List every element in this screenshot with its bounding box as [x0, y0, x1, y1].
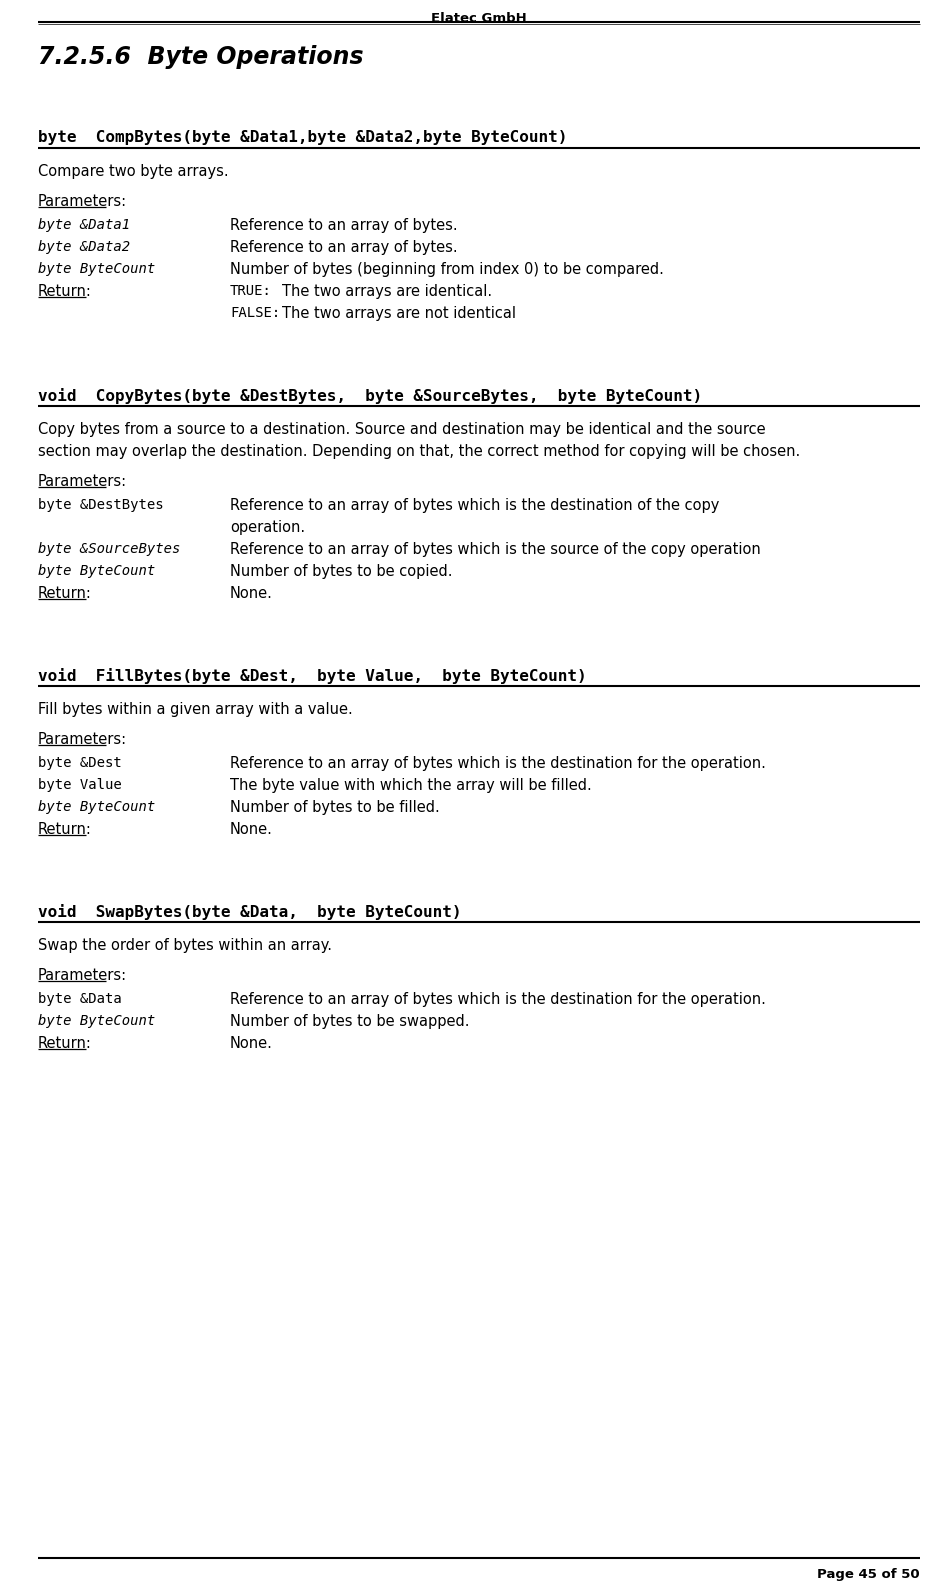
Text: byte &Dest: byte &Dest: [38, 756, 122, 771]
Text: void  CopyBytes(byte &DestBytes,  byte &SourceBytes,  byte ByteCount): void CopyBytes(byte &DestBytes, byte &So…: [38, 388, 702, 404]
Text: byte &Data1: byte &Data1: [38, 218, 130, 232]
Text: Reference to an array of bytes.: Reference to an array of bytes.: [230, 240, 457, 254]
Text: Parameters:: Parameters:: [38, 968, 127, 984]
Text: byte ByteCount: byte ByteCount: [38, 799, 155, 814]
Text: Fill bytes within a given array with a value.: Fill bytes within a given array with a v…: [38, 702, 353, 717]
Text: The two arrays are not identical: The two arrays are not identical: [282, 307, 516, 321]
Text: section may overlap the destination. Depending on that, the correct method for c: section may overlap the destination. Dep…: [38, 443, 800, 459]
Text: Page 45 of 50: Page 45 of 50: [817, 1568, 920, 1581]
Text: Copy bytes from a source to a destination. Source and destination may be identic: Copy bytes from a source to a destinatio…: [38, 423, 766, 437]
Text: Compare two byte arrays.: Compare two byte arrays.: [38, 164, 228, 180]
Text: Return:: Return:: [38, 822, 92, 837]
Text: void  FillBytes(byte &Dest,  byte Value,  byte ByteCount): void FillBytes(byte &Dest, byte Value, b…: [38, 667, 587, 683]
Text: Reference to an array of bytes which is the destination for the operation.: Reference to an array of bytes which is …: [230, 992, 766, 1007]
Text: The byte value with which the array will be filled.: The byte value with which the array will…: [230, 779, 592, 793]
Text: void  SwapBytes(byte &Data,  byte ByteCount): void SwapBytes(byte &Data, byte ByteCoun…: [38, 904, 461, 920]
Text: Swap the order of bytes within an array.: Swap the order of bytes within an array.: [38, 938, 332, 953]
Text: Number of bytes (beginning from index 0) to be compared.: Number of bytes (beginning from index 0)…: [230, 262, 664, 276]
Text: byte &SourceBytes: byte &SourceBytes: [38, 542, 181, 556]
Text: The two arrays are identical.: The two arrays are identical.: [282, 284, 492, 299]
Text: Return:: Return:: [38, 586, 92, 601]
Text: byte ByteCount: byte ByteCount: [38, 564, 155, 578]
Text: byte Value: byte Value: [38, 779, 122, 791]
Text: byte ByteCount: byte ByteCount: [38, 262, 155, 276]
Text: Return:: Return:: [38, 1036, 92, 1050]
Text: Parameters:: Parameters:: [38, 194, 127, 210]
Text: None.: None.: [230, 1036, 273, 1050]
Text: Reference to an array of bytes which is the source of the copy operation: Reference to an array of bytes which is …: [230, 542, 761, 558]
Text: Reference to an array of bytes.: Reference to an array of bytes.: [230, 218, 457, 234]
Text: byte &Data2: byte &Data2: [38, 240, 130, 254]
Text: Elatec GmbH: Elatec GmbH: [431, 13, 527, 25]
Text: operation.: operation.: [230, 520, 305, 535]
Text: Parameters:: Parameters:: [38, 733, 127, 747]
Text: Return:: Return:: [38, 284, 92, 299]
Text: Number of bytes to be swapped.: Number of bytes to be swapped.: [230, 1014, 470, 1030]
Text: byte &Data: byte &Data: [38, 992, 122, 1006]
Text: byte ByteCount: byte ByteCount: [38, 1014, 155, 1028]
Text: None.: None.: [230, 586, 273, 601]
Text: byte &DestBytes: byte &DestBytes: [38, 497, 164, 512]
Text: Number of bytes to be filled.: Number of bytes to be filled.: [230, 799, 439, 815]
Text: None.: None.: [230, 822, 273, 837]
Text: Reference to an array of bytes which is the destination of the copy: Reference to an array of bytes which is …: [230, 497, 719, 513]
Text: Parameters:: Parameters:: [38, 474, 127, 489]
Text: 7.2.5.6  Byte Operations: 7.2.5.6 Byte Operations: [38, 44, 363, 68]
Text: FALSE:: FALSE:: [230, 307, 281, 319]
Text: TRUE:: TRUE:: [230, 284, 272, 299]
Text: Number of bytes to be copied.: Number of bytes to be copied.: [230, 564, 453, 578]
Text: Reference to an array of bytes which is the destination for the operation.: Reference to an array of bytes which is …: [230, 756, 766, 771]
Text: byte  CompBytes(byte &Data1,byte &Data2,byte ByteCount): byte CompBytes(byte &Data1,byte &Data2,b…: [38, 130, 568, 145]
